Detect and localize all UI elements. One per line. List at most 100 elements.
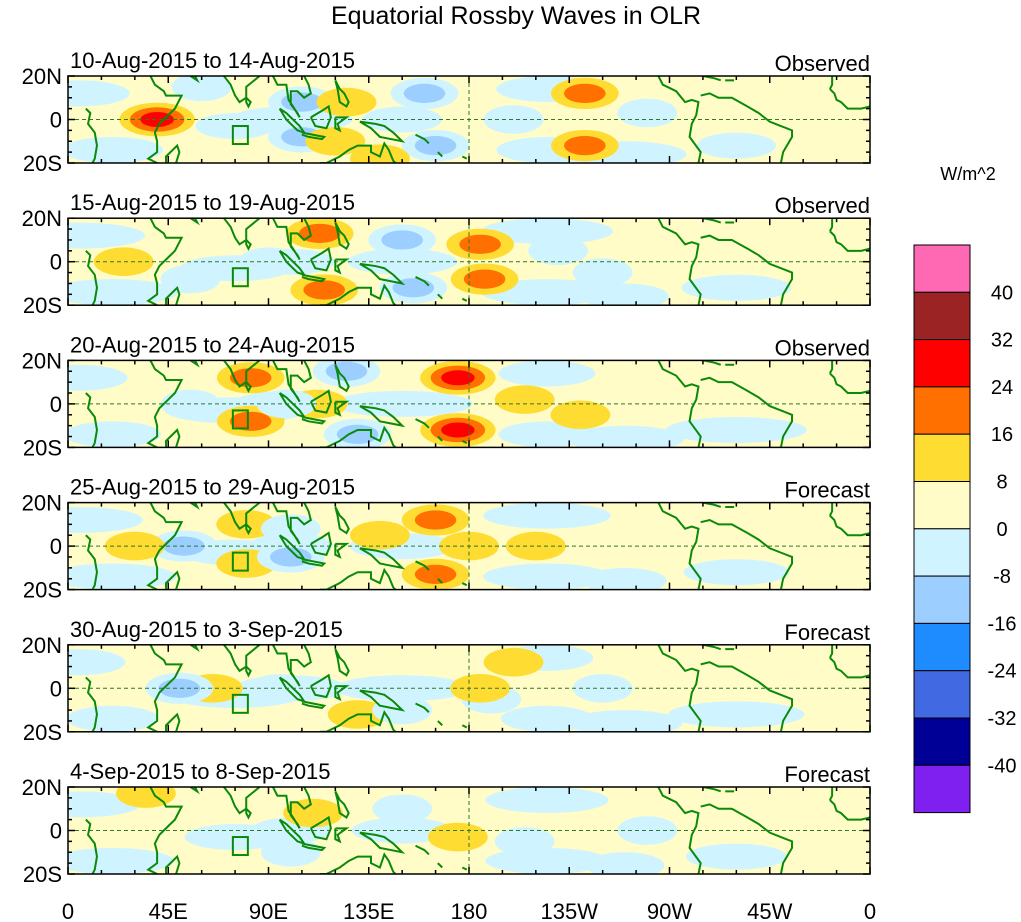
- region-box: [231, 125, 249, 146]
- panel-date-range: 20-Aug-2015 to 24-Aug-2015: [70, 332, 355, 357]
- anomaly-contour: [68, 364, 128, 391]
- olr-anomaly-field: [68, 644, 870, 732]
- panel-date-range: 15-Aug-2015 to 19-Aug-2015: [70, 190, 355, 215]
- anomaly-contour: [480, 218, 613, 245]
- olr-anomaly-field: [68, 218, 870, 306]
- colorbar-swatch: [913, 433, 971, 483]
- x-tick-label: 45E: [149, 899, 188, 922]
- anomaly-contour: [567, 710, 683, 732]
- anomaly-contour: [485, 787, 609, 814]
- anomaly-contour: [550, 400, 611, 430]
- colorbar-swatch: [913, 622, 971, 672]
- anomaly-contour: [668, 701, 805, 728]
- panel-date-range: 10-Aug-2015 to 14-Aug-2015: [70, 48, 355, 73]
- x-tick-label: 90E: [249, 899, 288, 922]
- colorbar-swatch: [913, 244, 971, 293]
- anomaly-contour: [414, 564, 457, 584]
- region-box: [231, 551, 249, 572]
- anomaly-contour: [68, 279, 179, 306]
- anomaly-contour: [325, 361, 368, 381]
- panel-1: 20N 0 20S 10-Aug-2015 to 14-Aug-2015 Observe…: [22, 48, 871, 176]
- anomaly-contour: [336, 424, 379, 444]
- anomaly-contour: [414, 136, 457, 156]
- panel-date-range: 4-Sep-2015 to 8-Sep-2015: [70, 759, 331, 784]
- coastlines: [85, 502, 870, 590]
- coastlines: [85, 787, 870, 874]
- anomaly-contour: [68, 705, 159, 732]
- y-tick-label: 20S: [23, 720, 62, 745]
- anomaly-contour: [238, 247, 299, 276]
- colorbar-level-label: -40: [988, 755, 1017, 777]
- olr-anomaly-field: [68, 787, 870, 874]
- anomaly-contour: [494, 827, 555, 856]
- anomaly-contour: [685, 843, 787, 870]
- anomaly-contour: [564, 83, 606, 103]
- y-tick-label: 0: [50, 819, 62, 844]
- anomaly-contour: [414, 510, 457, 530]
- anomaly-contour: [372, 794, 433, 824]
- y-tick-label: 20S: [23, 862, 62, 887]
- coastlines: [85, 644, 870, 732]
- olr-anomaly-field: [68, 360, 870, 448]
- colorbar-level-label: 32: [991, 330, 1013, 352]
- colorbar: 40 32 24 16 8 0 -8 -16 -24 -32 -40: [913, 244, 1017, 814]
- anomaly-contour: [229, 368, 272, 388]
- y-tick-label: 20N: [22, 348, 62, 373]
- y-tick-label: 20N: [22, 775, 62, 800]
- y-tick-label: 0: [50, 392, 62, 417]
- colorbar-swatch: [913, 670, 971, 719]
- anomaly-contour: [665, 417, 807, 443]
- y-tick-label: 20N: [22, 633, 62, 658]
- anomaly-contour: [171, 76, 232, 102]
- anomaly-contour: [441, 422, 475, 438]
- colorbar-unit-label: W/m^2: [940, 164, 995, 184]
- y-tick-label: 0: [50, 108, 62, 133]
- anomaly-contour: [140, 111, 174, 128]
- panel-date-range: 25-Aug-2015 to 29-Aug-2015: [70, 475, 355, 500]
- coastlines: [85, 360, 870, 448]
- colorbar-level-label: 0: [996, 519, 1007, 541]
- anomaly-contour: [583, 567, 667, 590]
- y-tick-label: 20S: [23, 578, 62, 603]
- panel-4: 20N 0 20S 25-Aug-2015 to 29-Aug-2015 Forecas…: [22, 475, 871, 603]
- anomaly-contour: [229, 411, 272, 431]
- anomaly-contour: [617, 98, 678, 128]
- colorbar-swatch: [913, 291, 971, 341]
- panel-2: 20N 0 20S 15-Aug-2015 to 19-Aug-2015 Observe…: [22, 190, 871, 318]
- region-box: [231, 693, 249, 714]
- anomaly-contour: [347, 248, 458, 275]
- anomaly-contour: [681, 274, 792, 301]
- x-tick-label: 0: [62, 899, 74, 922]
- anomaly-contour: [483, 105, 544, 134]
- anomaly-contour: [498, 360, 596, 387]
- y-tick-label: 0: [50, 676, 62, 701]
- anomaly-contour: [68, 136, 164, 163]
- x-tick-label: 45W: [747, 899, 792, 922]
- anomaly-contour: [683, 559, 790, 586]
- panel-status: Forecast: [784, 478, 870, 503]
- panel-status: Forecast: [784, 762, 870, 787]
- x-tick-label: 135E: [343, 899, 394, 922]
- anomaly-contour: [505, 531, 566, 561]
- y-tick-label: 20S: [23, 151, 62, 176]
- colorbar-swatch: [913, 717, 971, 766]
- anomaly-contour: [572, 258, 633, 287]
- anomaly-contour: [483, 647, 544, 677]
- x-tick-label: 90W: [647, 899, 692, 922]
- anomaly-contour: [68, 507, 143, 533]
- panel-status: Observed: [775, 335, 870, 360]
- anomaly-contour: [260, 837, 321, 867]
- x-tick-label: 135W: [541, 899, 599, 922]
- anomaly-contour: [349, 144, 410, 163]
- olr-anomaly-field: [68, 76, 870, 163]
- anomaly-contour: [494, 385, 555, 414]
- anomaly-contour: [362, 106, 442, 133]
- anomaly-contour: [303, 280, 345, 300]
- anomaly-contour: [463, 269, 506, 289]
- colorbar-level-label: 8: [996, 472, 1007, 494]
- anomaly-contour: [585, 852, 665, 874]
- colorbar-level-label: 40: [991, 282, 1013, 304]
- y-tick-label: 20N: [22, 491, 62, 516]
- colorbar-level-label: -8: [993, 566, 1011, 588]
